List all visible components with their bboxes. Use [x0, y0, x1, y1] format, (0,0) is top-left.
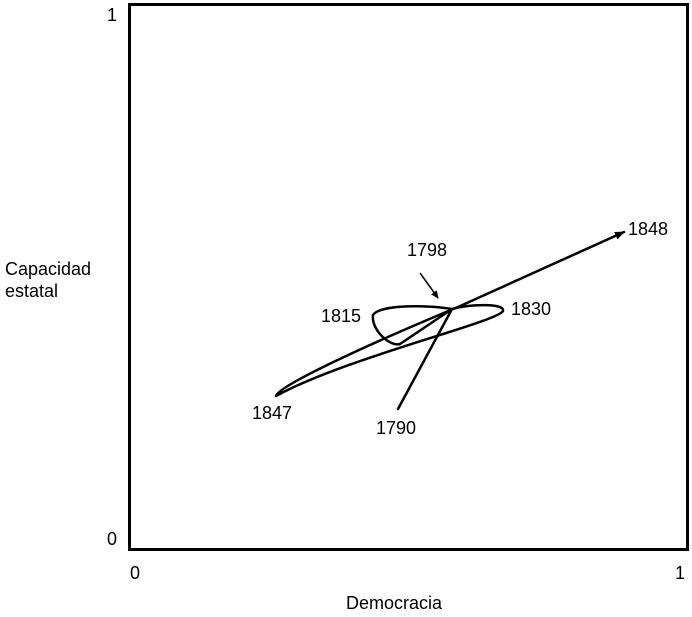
plot-frame — [128, 3, 689, 551]
y-tick-top: 1 — [107, 5, 117, 25]
point-label-1815: 1815 — [321, 306, 361, 326]
x-axis-label: Democracia — [346, 593, 443, 613]
x-tick-left: 0 — [130, 563, 140, 583]
y-tick-bottom: 0 — [107, 529, 117, 549]
y-axis-label-line-1: Capacidad — [5, 259, 91, 279]
point-label-1798: 1798 — [407, 240, 447, 260]
point-label-1848: 1848 — [628, 219, 668, 239]
point-label-1790: 1790 — [376, 418, 416, 438]
label-pointer-arrow-1798 — [419, 272, 439, 299]
point-label-1830: 1830 — [511, 299, 551, 319]
y-axis-label-line-2: estatal — [5, 281, 58, 301]
trajectory-line — [274, 230, 626, 411]
point-label-1847: 1847 — [252, 403, 292, 423]
x-tick-right: 1 — [675, 563, 685, 583]
